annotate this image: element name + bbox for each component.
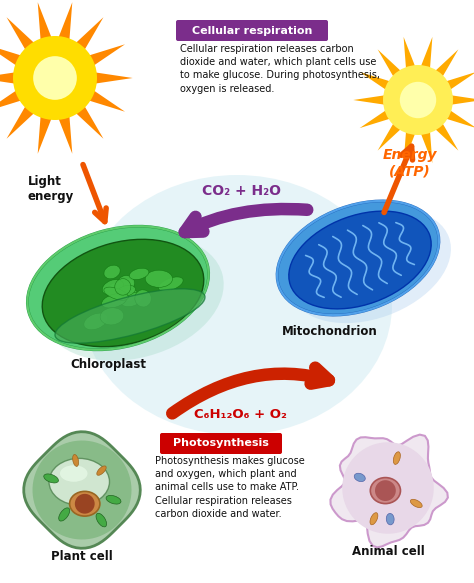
Text: C₆H₁₂O₆ + O₂: C₆H₁₂O₆ + O₂ [193,408,286,421]
Ellipse shape [96,513,107,527]
Ellipse shape [118,285,136,296]
Ellipse shape [100,308,124,325]
Ellipse shape [102,280,124,295]
Ellipse shape [49,458,109,505]
Ellipse shape [84,313,108,330]
Polygon shape [403,37,418,76]
Text: Energy
(ATP): Energy (ATP) [383,148,437,178]
Ellipse shape [386,514,394,525]
Polygon shape [438,106,474,128]
Ellipse shape [115,279,131,295]
Polygon shape [69,97,103,139]
Polygon shape [438,72,474,94]
Polygon shape [360,106,398,128]
Ellipse shape [393,452,401,465]
Circle shape [375,480,396,501]
Circle shape [33,56,77,100]
Text: Animal cell: Animal cell [352,545,424,558]
Text: CO₂ + H₂O: CO₂ + H₂O [202,184,282,198]
FancyBboxPatch shape [160,433,282,454]
Polygon shape [418,37,432,76]
Ellipse shape [112,286,138,301]
Polygon shape [444,94,474,106]
Circle shape [400,82,436,118]
Polygon shape [342,442,434,534]
Polygon shape [24,432,140,548]
Ellipse shape [289,211,431,309]
Ellipse shape [60,465,88,482]
Polygon shape [360,72,398,94]
Ellipse shape [106,496,121,504]
Text: Photosynthesis: Photosynthesis [173,438,269,448]
Text: Photosynthesis makes glucose
and oxygen, which plant and
animal cells use to mak: Photosynthesis makes glucose and oxygen,… [155,456,305,519]
Ellipse shape [104,265,120,279]
Text: Light
energy: Light energy [28,175,74,203]
Polygon shape [80,44,125,71]
Ellipse shape [129,268,149,280]
Polygon shape [418,124,432,163]
Ellipse shape [113,279,134,295]
Ellipse shape [354,473,365,482]
Ellipse shape [27,226,209,350]
Polygon shape [55,106,73,154]
FancyBboxPatch shape [176,20,328,41]
Circle shape [13,36,97,120]
Ellipse shape [59,508,70,521]
Polygon shape [38,106,55,154]
Ellipse shape [108,285,127,298]
Polygon shape [55,2,73,50]
Polygon shape [33,441,131,539]
Ellipse shape [120,293,142,307]
Ellipse shape [104,287,128,300]
Ellipse shape [101,294,127,308]
Ellipse shape [55,289,205,343]
Ellipse shape [370,477,401,504]
Polygon shape [330,434,448,547]
Ellipse shape [370,512,378,525]
Text: Plant cell: Plant cell [51,550,113,563]
Ellipse shape [42,236,224,361]
Circle shape [383,65,453,135]
Polygon shape [429,50,458,83]
Polygon shape [38,2,55,50]
Ellipse shape [410,499,422,508]
Ellipse shape [70,491,100,516]
Ellipse shape [97,466,106,475]
Polygon shape [80,85,125,112]
Ellipse shape [135,290,151,307]
Ellipse shape [44,474,58,483]
Ellipse shape [82,175,392,435]
Polygon shape [86,71,133,85]
Text: Chloroplast: Chloroplast [70,358,146,371]
Ellipse shape [42,239,204,347]
Ellipse shape [145,270,173,287]
Polygon shape [7,97,41,139]
Text: Cellular respiration releases carbon
dioxide and water, which plant cells use
to: Cellular respiration releases carbon dio… [180,44,380,94]
Polygon shape [378,50,407,83]
Circle shape [75,494,95,514]
Ellipse shape [107,283,124,300]
Ellipse shape [277,201,439,315]
Polygon shape [0,71,24,85]
Polygon shape [7,17,41,58]
Text: Cellular respiration: Cellular respiration [192,26,312,36]
Polygon shape [353,94,392,106]
Text: Mitochondrion: Mitochondrion [282,325,378,338]
Ellipse shape [289,209,451,323]
Polygon shape [429,117,458,150]
Ellipse shape [73,455,79,466]
Polygon shape [0,44,30,71]
Polygon shape [378,117,407,150]
Polygon shape [69,17,103,58]
Ellipse shape [158,277,183,292]
Ellipse shape [118,276,135,291]
Polygon shape [403,124,418,163]
Polygon shape [0,85,30,112]
